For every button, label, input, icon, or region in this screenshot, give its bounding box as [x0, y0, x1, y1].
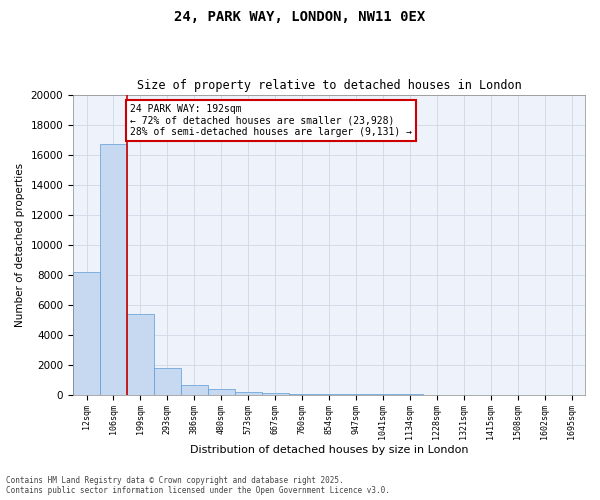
Bar [127, 314, 154, 394]
Bar [154, 368, 181, 394]
Text: 24, PARK WAY, LONDON, NW11 0EX: 24, PARK WAY, LONDON, NW11 0EX [175, 10, 425, 24]
Bar [100, 144, 127, 395]
Bar [73, 272, 100, 394]
Bar [235, 392, 262, 394]
Bar [262, 393, 289, 394]
Title: Size of property relative to detached houses in London: Size of property relative to detached ho… [137, 79, 521, 92]
Bar [208, 390, 235, 394]
Text: 24 PARK WAY: 192sqm
← 72% of detached houses are smaller (23,928)
28% of semi-de: 24 PARK WAY: 192sqm ← 72% of detached ho… [130, 104, 412, 137]
Bar [181, 385, 208, 394]
Y-axis label: Number of detached properties: Number of detached properties [15, 162, 25, 326]
X-axis label: Distribution of detached houses by size in London: Distribution of detached houses by size … [190, 445, 468, 455]
Text: Contains HM Land Registry data © Crown copyright and database right 2025.
Contai: Contains HM Land Registry data © Crown c… [6, 476, 390, 495]
